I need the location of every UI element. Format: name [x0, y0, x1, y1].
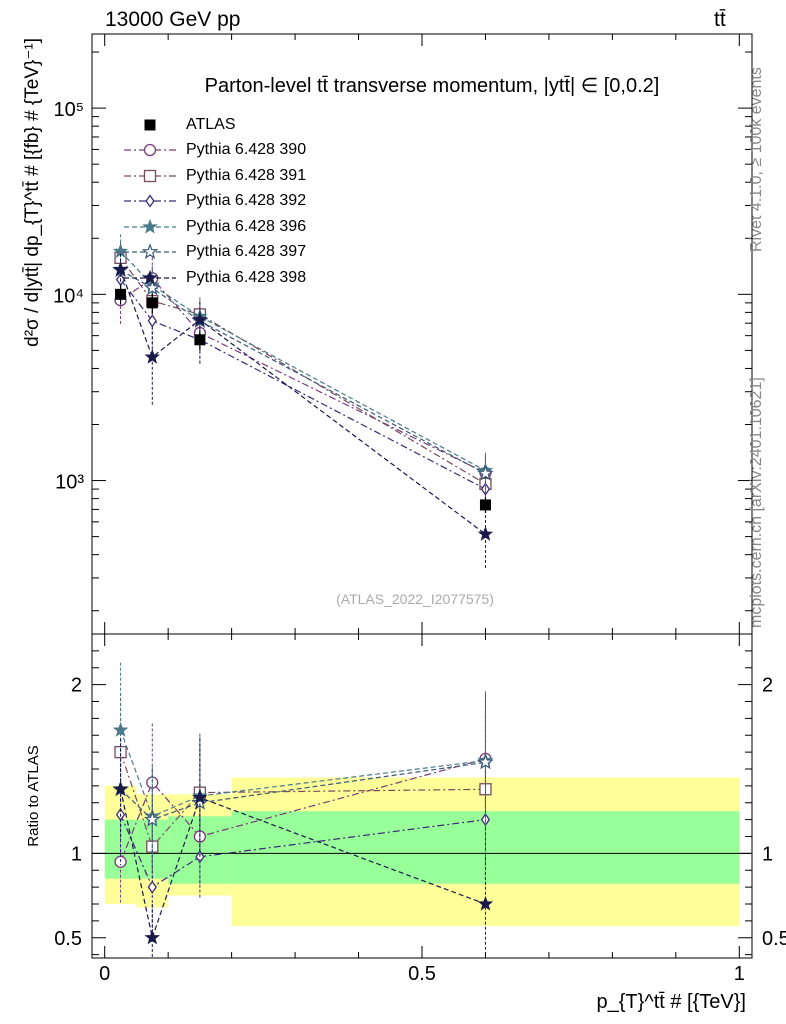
y-axis-label-ratio: Ratio to ATLAS — [25, 745, 42, 846]
legend-entry-390: Pythia 6.428 390 — [120, 138, 306, 164]
atlas-point-2 — [194, 334, 206, 346]
y-ratio-tick-label-right-1: 1 — [762, 843, 773, 865]
chart-title: Parton-level tt̄ transverse momentum, |y… — [205, 75, 660, 97]
legend-symbol-1 — [143, 144, 157, 157]
series-line-ratio-0 — [120, 758, 486, 863]
legend-atlas-square — [144, 119, 156, 131]
atlas-point-1 — [146, 297, 158, 309]
legend-marker-390 — [124, 144, 176, 157]
series-point-ratio-5-1 — [144, 929, 160, 945]
legend-label-390: Pythia 6.428 390 — [186, 141, 307, 159]
legend-symbol-2 — [143, 169, 157, 182]
x-tick-label-0: 0 — [99, 963, 110, 985]
series-point-ratio-2-2 — [195, 850, 205, 864]
series-line-main-2 — [120, 279, 486, 490]
rivet-version-label: Rivet 4.1.0, ≥ 100k events — [748, 67, 765, 252]
series-line-main-1 — [120, 257, 486, 485]
legend-label-atlas: ATLAS — [186, 115, 236, 133]
series-point-ratio-4-1 — [143, 810, 161, 827]
legend-entry-391: Pythia 6.428 391 — [120, 163, 306, 189]
y-ratio-tick-label-right-2: 2 — [762, 675, 773, 697]
x-tick-label-1: 0.5 — [408, 963, 436, 985]
y-main-tick-label-0: 10³ — [55, 472, 84, 494]
series-point-main-5-1 — [144, 348, 160, 364]
legend-entry-396: Pythia 6.428 396 — [120, 214, 306, 240]
series-point-ratio-5-3 — [477, 895, 494, 911]
legend-symbol-3 — [145, 194, 155, 208]
series-point-ratio-5-0 — [112, 781, 129, 796]
y-ratio-tick-label-0: 0.5 — [54, 928, 82, 950]
series-point-main-4-3 — [477, 464, 494, 481]
atlas-point-0 — [115, 288, 127, 300]
legend-entry-atlas: ATLAS — [120, 112, 306, 138]
x-axis-label: p_{T}^tt̄ # [{TeV}] — [597, 991, 747, 1013]
y-main-tick-label-2: 10⁵ — [53, 99, 84, 121]
y-ratio-tick-label-1: 1 — [71, 843, 82, 865]
x-tick-label-2: 1 — [734, 963, 745, 985]
y-main-tick-label-1: 10⁴ — [53, 285, 84, 307]
energy-label: 13000 GeV pp — [105, 8, 241, 31]
mcplots-label: mcplots.cern.ch [arXiv:2401.10621] — [748, 377, 765, 628]
legend: ATLAS Pythia 6.428 390 Pythia 6.428 391 … — [120, 112, 306, 291]
series-line-ratio-1 — [120, 751, 486, 848]
series-line-main-3 — [120, 250, 486, 472]
legend-label-391: Pythia 6.428 391 — [186, 166, 307, 184]
legend-label-396: Pythia 6.428 396 — [186, 217, 307, 235]
legend-marker-392 — [124, 194, 176, 208]
series-line-ratio-2 — [120, 814, 486, 888]
legend-marker-397 — [124, 243, 176, 260]
series-point-ratio-5-2 — [192, 789, 208, 805]
y-ratio-tick-label-2: 2 — [71, 675, 82, 697]
series-point-ratio-4-3 — [477, 753, 494, 770]
legend-entry-397: Pythia 6.428 397 — [120, 240, 306, 266]
series-point-ratio-2-1 — [147, 880, 157, 894]
legend-entry-398: Pythia 6.428 398 — [120, 265, 306, 291]
legend-symbol-5 — [141, 243, 159, 260]
series-point-ratio-3-0 — [112, 722, 129, 737]
series-point-main-5-2 — [192, 311, 208, 327]
legend-marker-396 — [124, 218, 176, 234]
legend-symbol-4 — [142, 218, 158, 234]
series-point-main-4-1 — [143, 279, 161, 296]
series-point-main-2-1 — [147, 314, 157, 328]
watermark-label: (ATLAS_2022_I2077575) — [336, 591, 494, 607]
legend-label-392: Pythia 6.428 392 — [186, 192, 307, 210]
series-line-main-0 — [120, 277, 486, 474]
process-label: tt̄ — [714, 8, 726, 31]
series-point-main-5-0 — [112, 261, 129, 277]
legend-marker-atlas — [144, 119, 156, 131]
legend-label-398: Pythia 6.428 398 — [186, 268, 307, 286]
y-axis-label-main: d²σ / d|ytt̄| dp_{T}^tt̄ # [{fb} # {TeV}… — [22, 38, 43, 347]
legend-entry-392: Pythia 6.428 392 — [120, 189, 306, 215]
series-point-main-5-3 — [477, 526, 494, 541]
series-line-ratio-5 — [120, 789, 486, 941]
series-line-main-5 — [120, 269, 486, 535]
legend-label-397: Pythia 6.428 397 — [186, 243, 307, 261]
y-ratio-tick-label-right-0: 0.5 — [762, 928, 786, 950]
legend-marker-391 — [124, 169, 176, 182]
series-line-main-4 — [120, 269, 486, 475]
legend-symbol-6 — [142, 269, 158, 285]
atlas-point-3 — [479, 499, 491, 511]
legend-marker-398 — [124, 269, 176, 285]
